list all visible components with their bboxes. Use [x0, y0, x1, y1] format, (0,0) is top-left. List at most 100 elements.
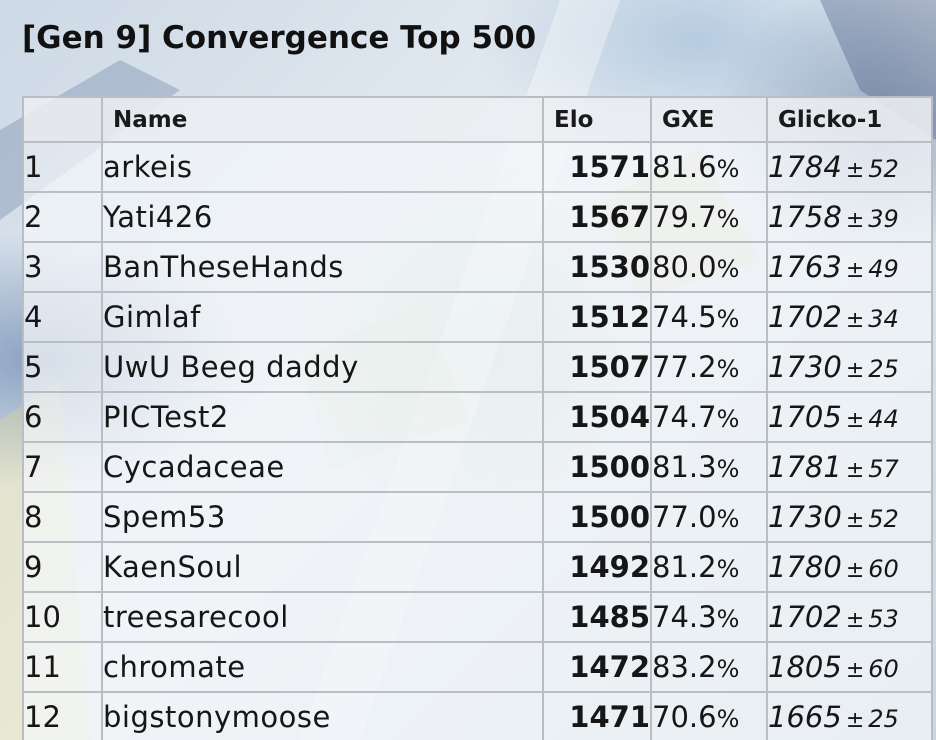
table-row: 11 chromate 1472 83.2% 1805 ±60	[22, 641, 933, 693]
elo-cell: 1507	[542, 341, 652, 393]
player-name-cell: chromate	[101, 641, 544, 693]
rank-cell: 7	[22, 441, 103, 493]
glicko-rating: 1758	[768, 200, 842, 234]
glicko-cell: 1763 ±49	[766, 241, 933, 293]
plus-minus-sign: ±	[845, 708, 865, 733]
table-header-row: Name Elo GXE Glicko-1	[22, 96, 933, 143]
glicko-cell: 1665 ±25	[766, 691, 933, 740]
elo-cell: 1571	[542, 141, 652, 193]
plus-minus-sign: ±	[845, 308, 865, 333]
elo-cell: 1492	[542, 541, 652, 593]
rank-cell: 8	[22, 491, 103, 543]
table-row: 8 Spem53 1500 77.0% 1730 ±52	[22, 491, 933, 543]
plus-minus-sign: ±	[845, 358, 865, 383]
percent-sign: %	[716, 355, 740, 383]
player-name-cell: Cycadaceae	[101, 441, 544, 493]
table-row: 1 arkeis 1571 81.6% 1784 ±52	[22, 141, 933, 193]
gxe-value: 77.2	[652, 350, 717, 384]
gxe-value: 74.7	[652, 400, 717, 434]
player-name-cell: Yati426	[101, 191, 544, 243]
glicko-deviation: 53	[868, 605, 899, 633]
glicko-rating: 1705	[768, 400, 842, 434]
table-row: 12 bigstonymoose 1471 70.6% 1665 ±25	[22, 691, 933, 740]
percent-sign: %	[716, 455, 740, 483]
glicko-cell: 1702 ±53	[766, 591, 933, 643]
percent-sign: %	[716, 555, 740, 583]
table-row: 6 PICTest2 1504 74.7% 1705 ±44	[22, 391, 933, 443]
gxe-value: 81.2	[652, 550, 717, 584]
rank-cell: 3	[22, 241, 103, 293]
elo-cell: 1512	[542, 291, 652, 343]
gxe-value: 83.2	[652, 650, 717, 684]
gxe-cell: 81.6%	[650, 141, 768, 193]
gxe-value: 74.5	[652, 300, 717, 334]
elo-cell: 1471	[542, 691, 652, 740]
elo-cell: 1504	[542, 391, 652, 443]
percent-sign: %	[716, 255, 740, 283]
glicko-rating: 1784	[768, 150, 842, 184]
gxe-cell: 74.7%	[650, 391, 768, 443]
table-row: 10 treesarecool 1485 74.3% 1702 ±53	[22, 591, 933, 643]
percent-sign: %	[716, 305, 740, 333]
player-name-cell: Spem53	[101, 491, 544, 543]
glicko-rating: 1730	[768, 350, 842, 384]
glicko-rating: 1805	[768, 650, 842, 684]
rank-cell: 4	[22, 291, 103, 343]
gxe-cell: 74.5%	[650, 291, 768, 343]
elo-cell: 1500	[542, 491, 652, 543]
glicko-deviation: 25	[868, 355, 899, 383]
rank-cell: 12	[22, 691, 103, 740]
glicko-cell: 1781 ±57	[766, 441, 933, 493]
glicko-deviation: 34	[868, 305, 899, 333]
player-name-cell: PICTest2	[101, 391, 544, 443]
glicko-rating: 1763	[768, 250, 842, 284]
glicko-cell: 1784 ±52	[766, 141, 933, 193]
gxe-cell: 74.3%	[650, 591, 768, 643]
gxe-cell: 77.0%	[650, 491, 768, 543]
gxe-value: 70.6	[652, 700, 717, 734]
glicko-deviation: 44	[868, 405, 899, 433]
glicko-deviation: 39	[868, 205, 899, 233]
elo-cell: 1530	[542, 241, 652, 293]
glicko-cell: 1730 ±25	[766, 341, 933, 393]
plus-minus-sign: ±	[845, 258, 865, 283]
rank-cell: 2	[22, 191, 103, 243]
rank-cell: 11	[22, 641, 103, 693]
gxe-value: 80.0	[652, 250, 717, 284]
player-name-cell: Gimlaf	[101, 291, 544, 343]
glicko-deviation: 57	[868, 455, 899, 483]
plus-minus-sign: ±	[845, 658, 865, 683]
plus-minus-sign: ±	[845, 458, 865, 483]
glicko-deviation: 52	[868, 505, 899, 533]
plus-minus-sign: ±	[845, 608, 865, 633]
elo-cell: 1472	[542, 641, 652, 693]
glicko-deviation: 60	[868, 655, 899, 683]
elo-cell: 1485	[542, 591, 652, 643]
gxe-value: 74.3	[652, 600, 717, 634]
percent-sign: %	[716, 705, 740, 733]
column-header-rank	[22, 96, 103, 143]
gxe-cell: 80.0%	[650, 241, 768, 293]
percent-sign: %	[716, 155, 740, 183]
glicko-deviation: 52	[868, 155, 899, 183]
gxe-value: 79.7	[652, 200, 717, 234]
glicko-deviation: 49	[868, 255, 899, 283]
percent-sign: %	[716, 505, 740, 533]
column-header-glicko: Glicko-1	[766, 96, 933, 143]
column-header-name: Name	[101, 96, 544, 143]
percent-sign: %	[716, 655, 740, 683]
gxe-cell: 70.6%	[650, 691, 768, 740]
table-row: 3 BanTheseHands 1530 80.0% 1763 ±49	[22, 241, 933, 293]
glicko-cell: 1730 ±52	[766, 491, 933, 543]
rank-cell: 6	[22, 391, 103, 443]
plus-minus-sign: ±	[845, 408, 865, 433]
glicko-cell: 1780 ±60	[766, 541, 933, 593]
rank-cell: 1	[22, 141, 103, 193]
glicko-deviation: 60	[868, 555, 899, 583]
plus-minus-sign: ±	[845, 558, 865, 583]
glicko-cell: 1705 ±44	[766, 391, 933, 443]
ladder-table: Name Elo GXE Glicko-1 1 arkeis 1571 81.6% 17…	[22, 96, 933, 740]
glicko-cell: 1805 ±60	[766, 641, 933, 693]
table-row: 7 Cycadaceae 1500 81.3% 1781 ±57	[22, 441, 933, 493]
page-title: [Gen 9] Convergence Top 500	[22, 20, 537, 56]
